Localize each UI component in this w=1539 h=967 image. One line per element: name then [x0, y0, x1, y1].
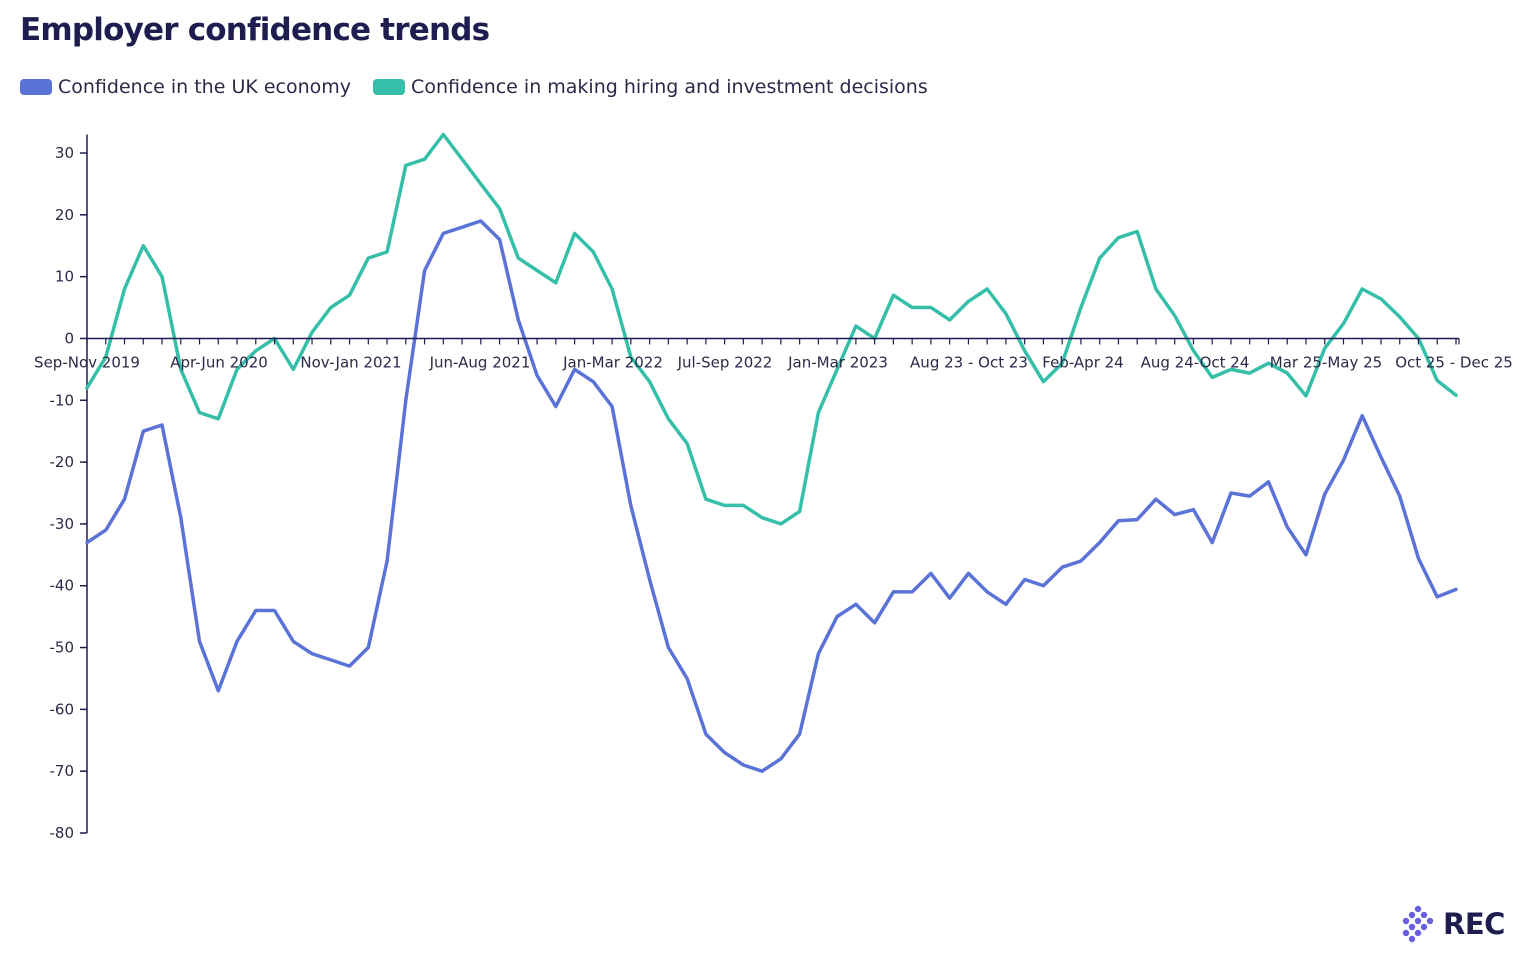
x-tick-label: Apr-Jun 2020 — [170, 353, 268, 371]
x-tick-label: Sep-Nov 2019 — [34, 353, 140, 371]
y-tick-label: 30 — [55, 144, 74, 162]
series-layer — [85, 132, 1458, 773]
x-tick-label: Jan-Mar 2022 — [562, 353, 663, 371]
legend-swatch-hiring — [373, 79, 406, 95]
x-tick-label: Jun-Aug 2021 — [429, 353, 531, 371]
x-tick-label: Jan-Mar 2023 — [787, 353, 888, 371]
y-tick-label: -50 — [50, 639, 75, 657]
legend-label-economy: Confidence in the UK economy — [58, 76, 352, 98]
y-tick-label: -10 — [50, 391, 75, 409]
chart-title: Employer confidence trends — [20, 12, 490, 48]
rec-dots-icon — [1402, 905, 1434, 943]
y-tick-label: -60 — [50, 700, 75, 718]
logo-dot — [1414, 917, 1422, 925]
y-tick-label: 20 — [55, 206, 74, 224]
logo-text: REC — [1443, 907, 1505, 941]
logo-dot — [1402, 929, 1410, 937]
legend-swatch-economy — [20, 79, 52, 95]
x-tick-label: Mar 25-May 25 — [1270, 353, 1382, 371]
x-tick-label: Aug 23 - Oct 23 — [910, 353, 1028, 371]
logo-dot — [1414, 905, 1422, 913]
x-tick-label: Jul-Sep 2022 — [677, 353, 773, 371]
logo-dot — [1426, 917, 1434, 925]
y-tick-label: -80 — [50, 824, 75, 842]
legend-item-hiring[interactable]: Confidence in making hiring and investme… — [373, 76, 928, 98]
y-axis: 30 20 10 0 -10 -20 -30 -40 -50 -60 -70 -80 — [50, 134, 88, 842]
logo-dot — [1408, 911, 1416, 919]
legend-item-economy[interactable]: Confidence in the UK economy — [20, 76, 351, 98]
logo-dot — [1408, 935, 1416, 943]
logo-dot — [1414, 929, 1422, 937]
rec-logo: REC — [1401, 904, 1511, 944]
logo-dot — [1420, 923, 1428, 931]
logo-dot — [1408, 923, 1416, 931]
legend-label-hiring: Confidence in making hiring and investme… — [411, 76, 928, 98]
logo-dot — [1420, 911, 1428, 919]
logo-dot — [1402, 917, 1410, 925]
x-axis: Sep-Nov 2019 Apr-Jun 2020 Nov-Jan 2021 Jun-… — [34, 337, 1513, 371]
y-tick-label: -40 — [50, 577, 75, 595]
x-tick-label: Feb-Apr 24 — [1042, 353, 1123, 371]
y-tick-label: 0 — [64, 329, 74, 347]
y-tick-label: -20 — [50, 453, 75, 471]
series-line-economy[interactable] — [85, 219, 1458, 773]
y-tick-label: -30 — [50, 515, 75, 533]
x-tick-label: Nov-Jan 2021 — [300, 353, 401, 371]
chart-legend: Confidence in the UK economy Confidence … — [20, 76, 950, 98]
y-tick-label: -70 — [50, 762, 75, 780]
x-tick-label: Oct 25 - Dec 25 — [1395, 353, 1513, 371]
y-tick-label: 10 — [55, 268, 74, 286]
x-tick-label: Aug 24-Oct 24 — [1141, 353, 1250, 371]
series-line-hiring[interactable] — [85, 132, 1458, 526]
